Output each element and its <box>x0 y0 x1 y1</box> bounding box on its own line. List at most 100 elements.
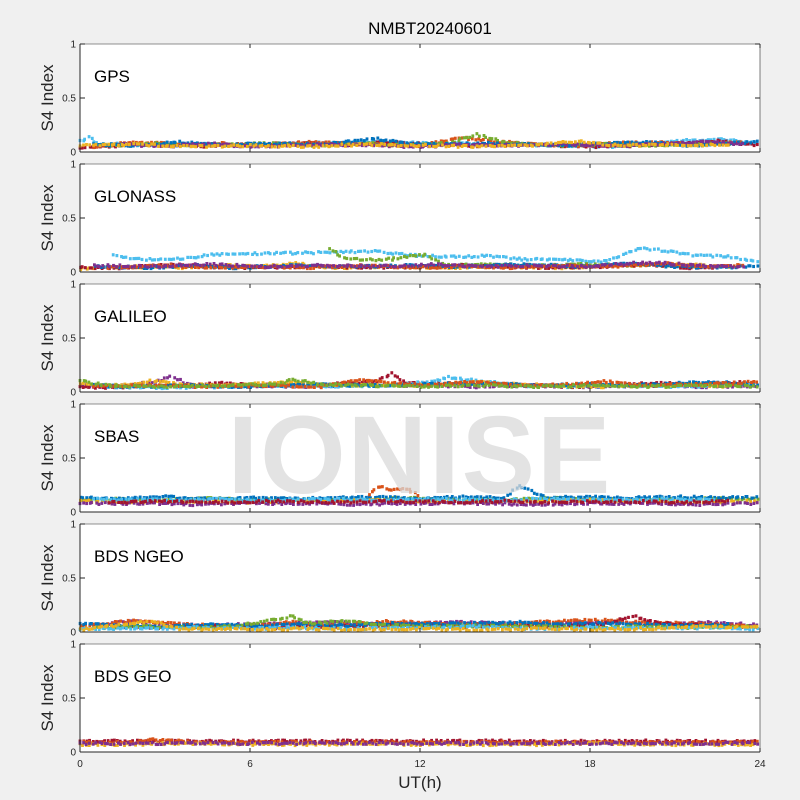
data-point <box>92 140 96 144</box>
data-point <box>400 383 404 387</box>
data-point <box>714 384 717 388</box>
data-point <box>477 137 480 141</box>
data-point <box>412 254 415 258</box>
series <box>78 377 759 389</box>
data-point <box>456 145 460 149</box>
data-point <box>164 141 167 145</box>
data-point <box>502 140 506 144</box>
data-point <box>87 380 91 384</box>
data-point <box>743 380 746 384</box>
data-point <box>355 384 358 388</box>
data-point <box>148 257 152 261</box>
data-point <box>519 486 523 490</box>
data-point <box>403 496 406 500</box>
data-point <box>213 144 217 148</box>
data-point <box>462 143 466 147</box>
data-point <box>721 384 725 389</box>
data-point <box>208 381 211 385</box>
data-point <box>183 263 187 267</box>
data-point <box>600 495 604 499</box>
data-point <box>325 384 329 388</box>
data-point <box>257 496 261 500</box>
data-point <box>321 496 324 501</box>
data-point <box>165 140 169 144</box>
data-point <box>265 263 269 267</box>
data-point <box>227 264 231 268</box>
data-point <box>551 382 555 386</box>
data-point <box>585 494 588 498</box>
data-point <box>279 496 283 500</box>
data-point <box>725 264 728 268</box>
data-point <box>556 143 560 147</box>
data-point <box>210 142 214 146</box>
data-point <box>568 257 572 261</box>
data-point <box>287 383 290 387</box>
data-point <box>603 141 606 146</box>
data-point <box>474 386 478 390</box>
data-point <box>636 247 640 251</box>
data-point <box>402 379 405 383</box>
data-point <box>424 264 428 268</box>
data-point <box>202 145 206 149</box>
data-point <box>595 383 598 388</box>
data-point <box>731 382 735 386</box>
data-point <box>617 385 621 389</box>
data-point <box>611 145 614 149</box>
data-point <box>613 142 617 146</box>
data-point <box>681 143 684 147</box>
data-point <box>195 263 199 267</box>
data-point <box>473 495 477 499</box>
data-point <box>601 383 605 387</box>
data-point <box>515 486 519 490</box>
data-point <box>196 255 200 259</box>
data-point <box>745 258 749 262</box>
data-point <box>590 260 593 264</box>
data-point <box>678 252 682 256</box>
data-point <box>310 143 313 147</box>
data-point <box>355 256 359 261</box>
data-point <box>167 497 171 501</box>
data-point <box>594 145 598 150</box>
data-point <box>450 266 453 270</box>
data-point <box>169 257 173 262</box>
data-point <box>386 373 390 377</box>
data-point <box>483 385 487 389</box>
data-point <box>464 378 468 382</box>
data-point <box>139 381 142 385</box>
data-point <box>317 265 321 269</box>
data-point <box>729 138 732 142</box>
data-point <box>142 266 146 270</box>
data-point <box>718 139 721 143</box>
data-point <box>283 381 287 385</box>
data-point <box>678 141 682 145</box>
data-point <box>452 254 456 258</box>
data-point <box>287 143 290 147</box>
data-point <box>626 143 630 147</box>
data-point <box>715 142 719 146</box>
data-point <box>237 264 240 268</box>
data-point <box>467 254 471 258</box>
data-point <box>79 495 83 499</box>
data-point <box>414 142 417 146</box>
data-point <box>590 381 594 385</box>
data-point <box>601 263 604 267</box>
data-point <box>424 141 428 145</box>
data-point <box>622 263 626 267</box>
data-point <box>655 263 659 267</box>
data-point <box>488 136 492 141</box>
data-point <box>186 263 189 267</box>
data-point <box>669 249 673 253</box>
panel-label: GALILEO <box>94 307 167 326</box>
data-point <box>126 498 130 502</box>
data-point <box>361 258 364 262</box>
data-point <box>559 495 562 499</box>
data-point <box>334 264 337 268</box>
data-point <box>247 385 251 389</box>
data-point <box>608 258 612 262</box>
data-point <box>374 259 378 263</box>
data-point <box>134 256 138 261</box>
data-point <box>398 384 402 388</box>
data-point <box>442 264 446 268</box>
data-point <box>469 495 473 499</box>
